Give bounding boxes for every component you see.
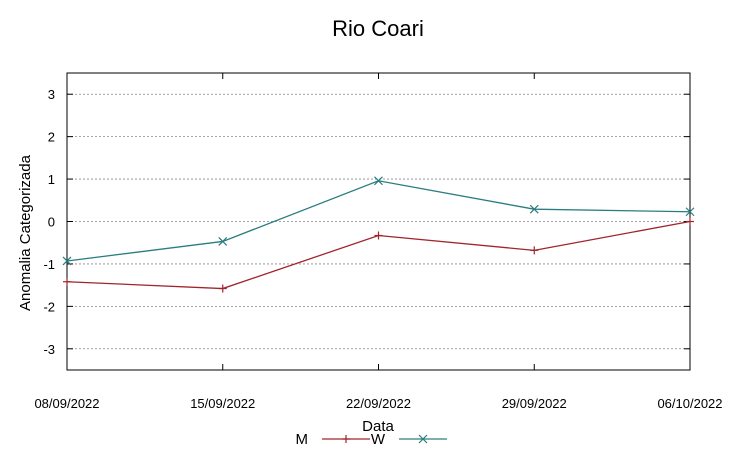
y-axis: -3 -2 -1 0 1 2 3	[43, 87, 690, 357]
data-point	[218, 237, 228, 246]
x-axis: 08/09/2022 15/09/2022 22/09/2022 29/09/2022…	[34, 73, 723, 411]
x-tick-label: 15/09/2022	[190, 396, 255, 411]
data-point	[685, 207, 695, 217]
x-tick-label: 22/09/2022	[346, 396, 411, 411]
data-point	[529, 204, 539, 214]
data-point	[374, 176, 383, 186]
legend-label: M	[296, 431, 309, 448]
y-tick-label: -2	[43, 299, 55, 314]
y-tick-label: -3	[43, 342, 55, 357]
y-axis-label: Anomalia Categorizada	[17, 154, 34, 311]
y-tick-label: 2	[48, 130, 55, 145]
data-point	[218, 284, 227, 293]
data-point	[686, 217, 694, 226]
grid-lines	[67, 93, 690, 350]
x-tick-label: 06/10/2022	[657, 396, 722, 411]
y-tick-label: 3	[48, 87, 55, 102]
y-tick-label: 0	[48, 215, 55, 230]
x-tick-label: 29/09/2022	[502, 396, 567, 411]
data-point	[63, 277, 71, 286]
chart-title: Rio Coari	[332, 16, 424, 41]
data-point	[374, 231, 383, 240]
y-tick-label: 1	[48, 172, 55, 187]
legend-label: W	[371, 431, 386, 448]
data-point	[530, 246, 539, 255]
series-line-W	[66, 180, 691, 262]
data-point	[342, 435, 350, 443]
x-axis-label: Data	[362, 418, 394, 435]
data-point	[62, 256, 72, 266]
x-tick-label: 08/09/2022	[34, 396, 99, 411]
data-point	[418, 434, 428, 444]
series-group	[62, 176, 695, 293]
y-tick-label: -1	[43, 257, 55, 272]
